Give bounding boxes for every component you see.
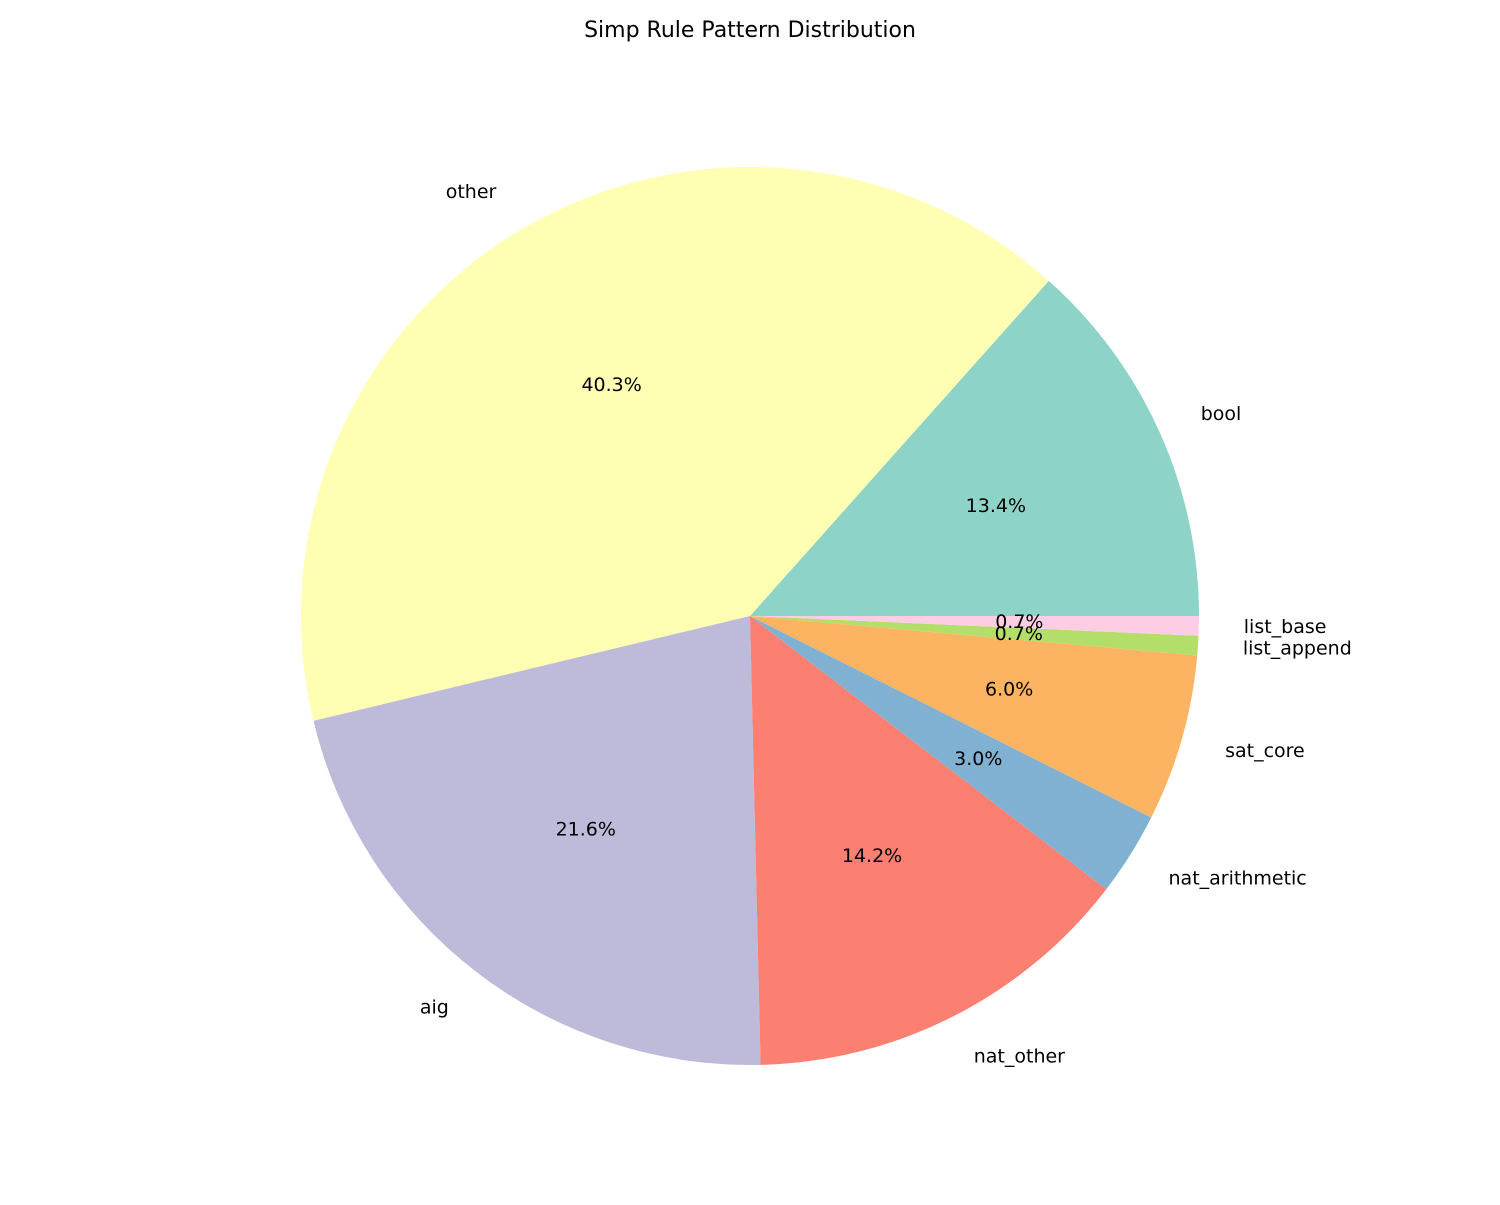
pie-slice-sat-core (750, 616, 1198, 818)
category-label-aig: aig (420, 996, 449, 1018)
category-label-bool: bool (1201, 403, 1242, 425)
pct-label-list-base: 0.7% (995, 611, 1043, 633)
pie-slices (300, 166, 1199, 1065)
pct-label-other: 40.3% (581, 374, 641, 396)
pct-label-aig: 21.6% (556, 819, 616, 841)
pie-slice-bool (750, 280, 1199, 616)
pct-label-list-append: 0.7% (995, 623, 1043, 645)
category-label-list-base: list_base (1244, 616, 1327, 638)
chart-title: Simp Rule Pattern Distribution (584, 18, 916, 43)
category-label-sat-core: sat_core (1225, 740, 1305, 762)
pie-slice-nat-arithmetic (750, 616, 1152, 890)
percentage-labels: 13.4% 40.3% 21.6% 14.2% 3.0% 6.0% 0.7%0.7% (556, 374, 1044, 867)
category-label-list-append: list_append (1243, 638, 1352, 660)
pie-slice-other (300, 166, 1049, 721)
pie-slice-list-base (750, 616, 1199, 636)
pie-slice-aig (313, 616, 761, 1065)
pie-slice-nat-other (750, 616, 1107, 1065)
category-label-other: other (446, 181, 497, 203)
pct-label-sat-core: 6.0% (985, 679, 1033, 701)
category-labels: bool other aig nat_other nat_arithmetic sat_c… (420, 181, 1352, 1067)
category-label-nat-other: nat_other (974, 1045, 1065, 1067)
category-label-nat-arithmetic: nat_arithmetic (1169, 867, 1307, 889)
pie-slice-list-append (750, 616, 1199, 656)
pct-label-nat-arithmetic: 3.0% (954, 748, 1002, 770)
pct-label-nat-other: 14.2% (842, 845, 902, 867)
pct-label-bool: 13.4% (966, 495, 1026, 517)
